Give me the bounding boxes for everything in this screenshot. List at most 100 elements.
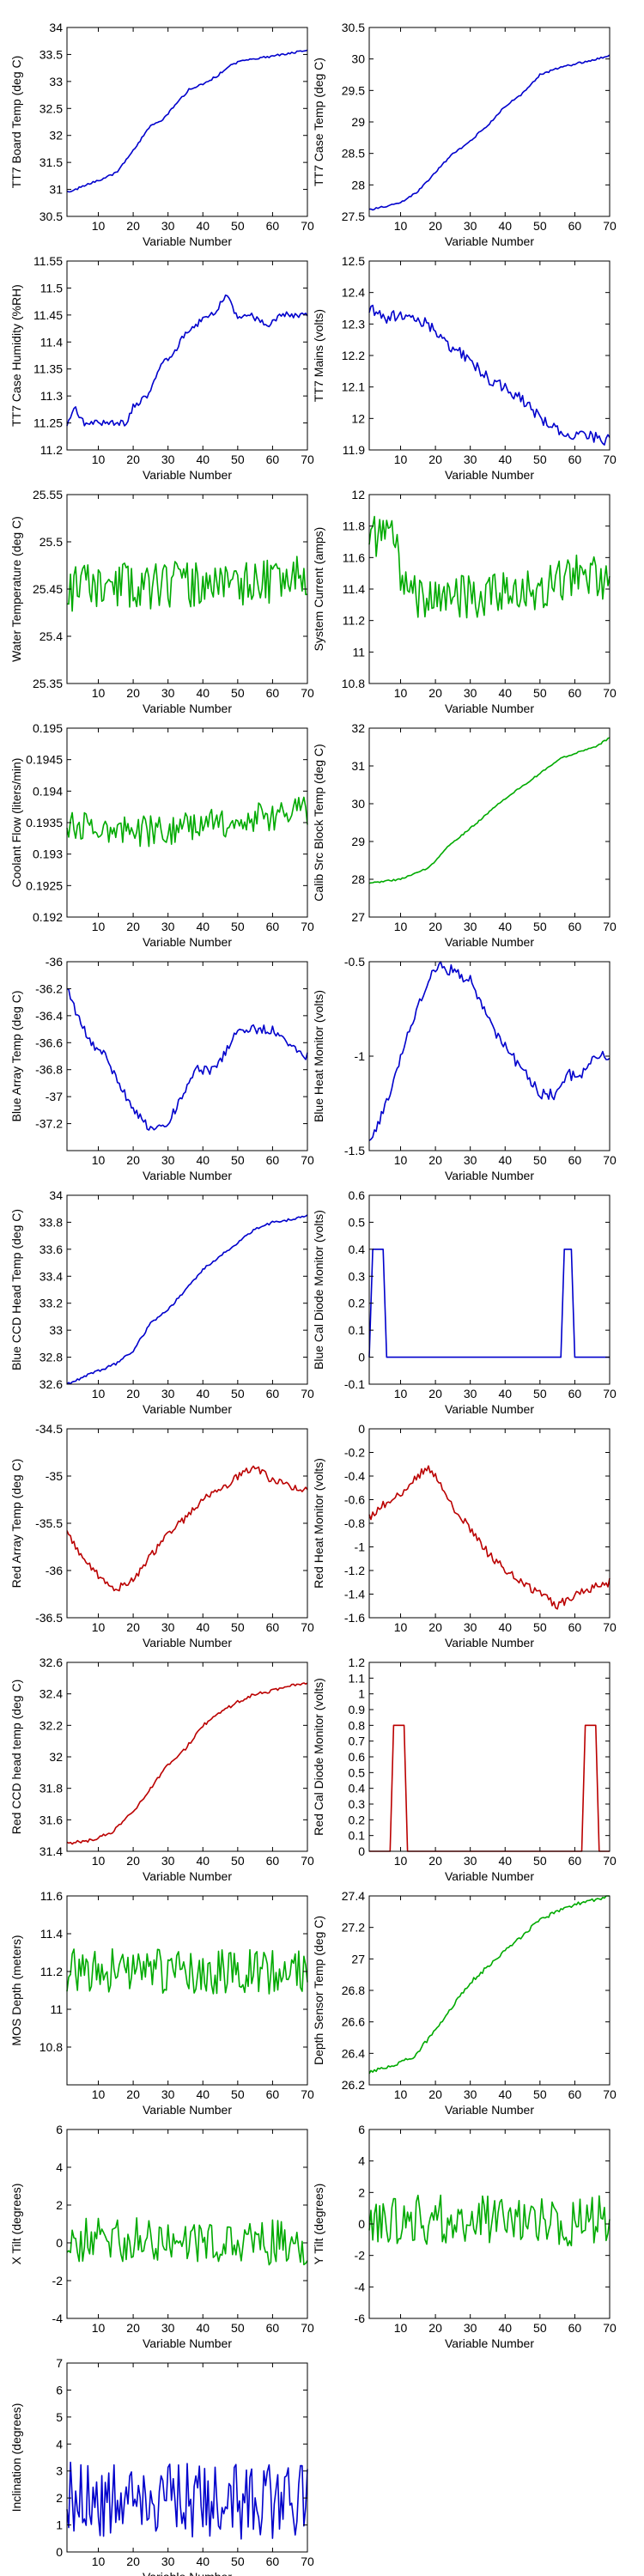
y-tick-label: 32.5 (39, 101, 63, 115)
y-tick-label: 32.8 (39, 1351, 63, 1364)
y-tick-label: 0.8 (349, 1718, 366, 1732)
series-line (66, 2217, 308, 2266)
y-tick-label: -0.2 (344, 1446, 365, 1460)
y-tick-label: 0.4 (349, 1242, 366, 1256)
x-tick-label: 50 (533, 219, 547, 233)
x-tick-label: 70 (301, 2087, 314, 2101)
x-tick-label: 50 (231, 920, 245, 933)
y-tick-label: 2 (56, 2491, 63, 2505)
series-line (369, 1724, 610, 1852)
y-tick-label: 12.5 (342, 254, 365, 268)
y-tick-label: 30 (351, 52, 365, 66)
x-tick-label: 70 (603, 686, 617, 700)
x-tick-label: 40 (196, 1620, 210, 1634)
y-tick-label: 4 (358, 2154, 365, 2168)
x-tick-label: 50 (231, 1387, 245, 1400)
y-tick-label: -2 (355, 2249, 366, 2263)
y-tick-label: 11.55 (33, 254, 63, 268)
y-tick-label: 4 (56, 2160, 63, 2174)
y-tick-label: 29 (351, 115, 365, 129)
y-tick-label: 11.2 (40, 443, 63, 457)
series-line (66, 1682, 308, 1845)
y-tick-label: 0.195 (33, 721, 63, 735)
x-tick-label: 70 (301, 1854, 314, 1868)
x-tick-label: 30 (161, 686, 175, 700)
y-tick-label: 5 (56, 2410, 63, 2424)
chart-panel-16: 10 20 30 40 50 60 70 00.1 0.2 0.3 0.4 0.50.6 0.7 0.8 0… (312, 1656, 617, 1883)
y-tick-label: -36.6 (35, 1036, 63, 1049)
y-tick-label: 34 (49, 1188, 63, 1202)
x-tick-label: 50 (533, 453, 547, 466)
y-tick-label: 32.2 (39, 1718, 63, 1732)
y-tick-label: 0.193 (33, 848, 63, 861)
y-tick-label: 11.5 (40, 281, 63, 295)
y-axis-label: Calib Src Block Temp (deg C) (312, 744, 325, 901)
y-tick-label: 11.4 (40, 1927, 63, 1941)
y-tick-label: 12.3 (342, 317, 365, 331)
y-tick-label: 31.8 (39, 1782, 63, 1795)
x-tick-label: 30 (464, 1387, 477, 1400)
x-tick-label: 10 (92, 1854, 106, 1868)
y-tick-label: 11.6 (40, 1889, 63, 1903)
y-tick-label: 0.2 (349, 1813, 366, 1826)
x-tick-label: 20 (126, 1620, 140, 1634)
y-tick-label: 2 (56, 2198, 63, 2212)
y-tick-label: 12 (351, 411, 365, 425)
x-tick-label: 40 (196, 920, 210, 933)
y-tick-label: 0.3 (349, 1269, 366, 1283)
x-tick-label: 20 (126, 2087, 140, 2101)
y-tick-label: -4 (52, 2312, 64, 2325)
y-tick-label: 0.6 (349, 1188, 366, 1202)
x-tick-label: 40 (196, 1387, 210, 1400)
chart-panel-4: 10 20 30 40 50 60 70 11.9 12 12.1 12.2 12.3 12.4 12.5… (312, 254, 617, 482)
y-tick-label: 6 (358, 2123, 365, 2136)
y-tick-label: 11 (352, 645, 365, 659)
y-tick-label: 34 (49, 21, 63, 34)
chart-panel-7: 10 20 30 40 50 60 70 0.192 0.1925 0.193 0.1935 0.19… (9, 721, 314, 949)
y-tick-label: -34.5 (35, 1422, 63, 1436)
chart-panel-12: 10 20 30 40 50 60 70 -0.1 0 0.1 0.2 0.3 0.4 0.5 0.6 Var… (312, 1188, 617, 1416)
y-tick-label: 3 (56, 2464, 63, 2478)
x-tick-label: 20 (428, 686, 442, 700)
y-tick-label: 0.4 (349, 1782, 366, 1795)
y-axis-label: MOS Depth (meters) (9, 1935, 23, 2045)
x-axis-label: Variable Number (445, 2336, 534, 2350)
x-tick-label: 20 (428, 2321, 442, 2335)
x-tick-label: 50 (231, 686, 245, 700)
plot-frame (368, 27, 611, 217)
x-tick-label: 30 (161, 1620, 175, 1634)
x-tick-label: 20 (428, 219, 442, 233)
chart-panel-10: 10 20 30 40 50 60 70 -1.5 -1 -0.5 Variable Number B… (312, 955, 617, 1182)
x-axis-label: Variable Number (143, 1402, 232, 1416)
x-tick-label: 60 (266, 920, 280, 933)
chart-panel-18: 10 20 30 40 50 60 70 26.2 26.4 26.6 26.8 27 27.2 27.4… (312, 1889, 617, 2117)
series-line (66, 1214, 308, 1385)
x-tick-label: 30 (464, 219, 477, 233)
y-tick-label: -36 (46, 1564, 63, 1577)
y-tick-label: -36 (46, 955, 63, 969)
x-tick-label: 10 (92, 686, 106, 700)
x-tick-label: 10 (92, 1153, 106, 1167)
series-line (66, 1947, 308, 1995)
y-tick-label: 29.5 (342, 83, 365, 97)
x-tick-label: 60 (266, 2321, 280, 2335)
x-tick-label: 60 (266, 1854, 280, 1868)
plot-frame (368, 1428, 611, 1619)
y-tick-label: -4 (355, 2280, 366, 2293)
y-tick-label: 11.4 (343, 582, 365, 596)
plot-frame (368, 727, 611, 918)
y-tick-label: 6 (56, 2383, 63, 2397)
series-line (368, 54, 611, 211)
x-tick-label: 20 (126, 219, 140, 233)
x-axis-label: Variable Number (445, 1169, 534, 1182)
chart-panel-17: 10 20 30 40 50 60 70 10.8 11 11.2 11.4 11.6 Variable… (9, 1889, 314, 2117)
x-tick-label: 10 (394, 219, 408, 233)
x-tick-label: 10 (394, 1387, 408, 1400)
y-tick-label: 33.8 (39, 1215, 63, 1229)
x-tick-label: 30 (161, 2555, 175, 2568)
x-axis-label: Variable Number (143, 234, 232, 248)
plot-frame (368, 1895, 611, 2086)
chart-panel-15: 10 20 30 40 50 60 70 31.4 31.6 31.8 32 32.2 32.4 32.6… (9, 1656, 314, 1883)
series-line (368, 1249, 610, 1358)
y-tick-label: 11.9 (343, 443, 365, 457)
